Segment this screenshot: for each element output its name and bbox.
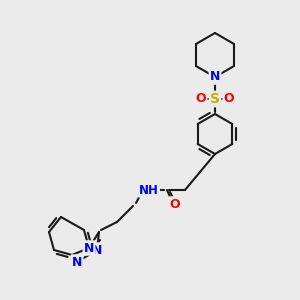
Text: O: O <box>196 92 206 106</box>
Text: S: S <box>210 92 220 106</box>
Text: N: N <box>210 70 220 83</box>
Text: NH: NH <box>139 184 159 196</box>
Text: N: N <box>84 242 94 254</box>
Text: O: O <box>224 92 234 106</box>
Text: O: O <box>170 197 180 211</box>
Text: N: N <box>92 244 102 256</box>
Text: N: N <box>72 256 82 268</box>
